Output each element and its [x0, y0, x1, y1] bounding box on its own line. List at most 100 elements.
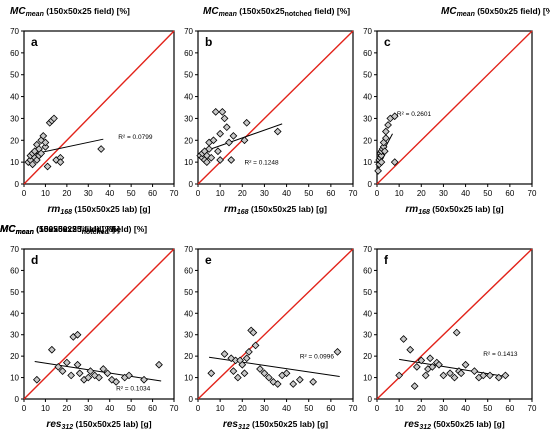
y-tick-label: 0 [368, 180, 373, 189]
y-tick-label: 50 [363, 71, 372, 80]
y-tick-label: 10 [10, 158, 19, 167]
y-axis-title: MCmean (150x50x25 field) [%] [10, 6, 130, 18]
y-title-symbol: MC [10, 6, 26, 17]
data-point [155, 360, 163, 369]
x-title-subscript: 312 [238, 424, 250, 431]
panel-f: MCmean (50x50x25 field) [%] 0 10 20 30 40 50 60… [0, 224, 537, 431]
data-point [289, 380, 298, 388]
data-point [240, 136, 249, 145]
y-title-text: (50x50x25 field) [%] [34, 224, 115, 234]
y-tick-label: 60 [184, 49, 193, 58]
y-title-text: (50x50x25 field) [%] [475, 6, 550, 16]
y-title-subscript: mean [16, 229, 34, 236]
x-tick-label: 20 [417, 189, 426, 198]
x-tick-label: 70 [528, 404, 537, 413]
x-tick-label: 20 [62, 404, 71, 413]
x-tick-label: 40 [282, 404, 291, 413]
data-point [245, 347, 253, 356]
data-point [282, 369, 291, 378]
data-point [428, 362, 437, 371]
y-title-symbol: MC [0, 224, 16, 235]
data-point [227, 354, 236, 363]
x-tick-label: 30 [84, 404, 93, 413]
x-axis-title: rm168 (50x50x25 lab) [g] [405, 204, 503, 216]
data-point [309, 377, 318, 386]
data-point [435, 360, 443, 369]
x-axis-title: res312 (50x50x25 lab) [g] [404, 419, 505, 431]
x-tick-label: 0 [22, 404, 27, 413]
x-tick-label: 70 [528, 189, 537, 198]
x-title-text: (150x50x25 lab) [g] [249, 204, 328, 214]
y-tick-label: 10 [363, 374, 372, 383]
data-point [426, 354, 435, 363]
data-point [99, 365, 108, 373]
data-point [62, 358, 71, 367]
data-point [47, 345, 56, 354]
y-tick-label: 70 [184, 245, 193, 254]
data-point [238, 360, 247, 369]
data-point [75, 369, 84, 378]
data-point [486, 371, 494, 380]
x-tick-label: 20 [238, 404, 247, 413]
plot-frame [376, 248, 533, 400]
x-tick-label: 0 [22, 189, 27, 198]
y-tick-label: 40 [363, 93, 372, 102]
y-title-text: (150x50x25 field) [%] [44, 6, 130, 16]
panel-letter: e [205, 253, 212, 267]
y-title-subscript: mean [16, 229, 34, 236]
data-point [384, 121, 392, 129]
plot-frame [197, 30, 354, 185]
y-tick-label: 0 [15, 180, 20, 189]
data-point [97, 145, 106, 153]
y-tick-label: 0 [368, 395, 373, 404]
panel-b: MCmean (150x50x25notched field) [%] 0 10 20… [184, 6, 358, 216]
y-tick-label: 10 [184, 374, 193, 383]
x-title-subscript: 168 [60, 209, 72, 216]
y-title-subscript: mean [457, 11, 475, 18]
data-point [202, 158, 211, 167]
data-point [103, 369, 112, 378]
y-tick-label: 50 [184, 288, 193, 297]
y-tick-label: 40 [184, 309, 193, 318]
r-squared-label: R² = 0.0996 [300, 353, 335, 360]
x-tick-label: 10 [216, 404, 225, 413]
data-point [380, 147, 389, 156]
y-tick-label: 70 [363, 245, 372, 254]
data-point [229, 367, 238, 376]
x-tick-label: 20 [417, 404, 426, 413]
y-title-text: (150x50x25 field) [%] [34, 224, 120, 234]
y-tick-label: 60 [363, 266, 372, 275]
r-squared-label: R² = 0.1413 [483, 351, 518, 358]
x-tick-label: 0 [196, 189, 201, 198]
y-tick-label: 70 [10, 245, 19, 254]
x-title-symbol: rm [224, 204, 237, 215]
data-point [67, 371, 76, 380]
x-title-symbol: rm [48, 204, 61, 215]
data-point [399, 335, 408, 343]
y-tick-label: 40 [10, 93, 19, 102]
y-title-text-2: field) [%] [109, 224, 147, 234]
y-title-symbol: MC [203, 6, 219, 17]
y-tick-label: 20 [10, 352, 19, 361]
data-point [37, 149, 46, 158]
plot-frame [23, 248, 175, 400]
data-point [84, 373, 93, 382]
data-point [242, 118, 251, 127]
x-tick-label: 40 [461, 404, 470, 413]
x-tick-label: 40 [105, 189, 114, 198]
x-tick-label: 30 [260, 404, 269, 413]
data-point [220, 350, 229, 358]
data-point [333, 347, 342, 356]
x-tick-label: 60 [505, 189, 514, 198]
x-axis-title: res312 (150x50x25 lab) [g] [46, 419, 151, 431]
data-point [32, 375, 41, 384]
y-title-text: (150x50x25 [34, 224, 82, 234]
data-point [41, 142, 50, 151]
y-tick-label: 20 [184, 136, 193, 145]
y-title-text-2: field) [%] [312, 6, 350, 16]
y-tick-label: 60 [363, 49, 372, 58]
data-point [207, 153, 216, 162]
y-axis-title: MCmean (150x50x25notched field) [%] [0, 224, 147, 236]
data-point [410, 382, 419, 391]
